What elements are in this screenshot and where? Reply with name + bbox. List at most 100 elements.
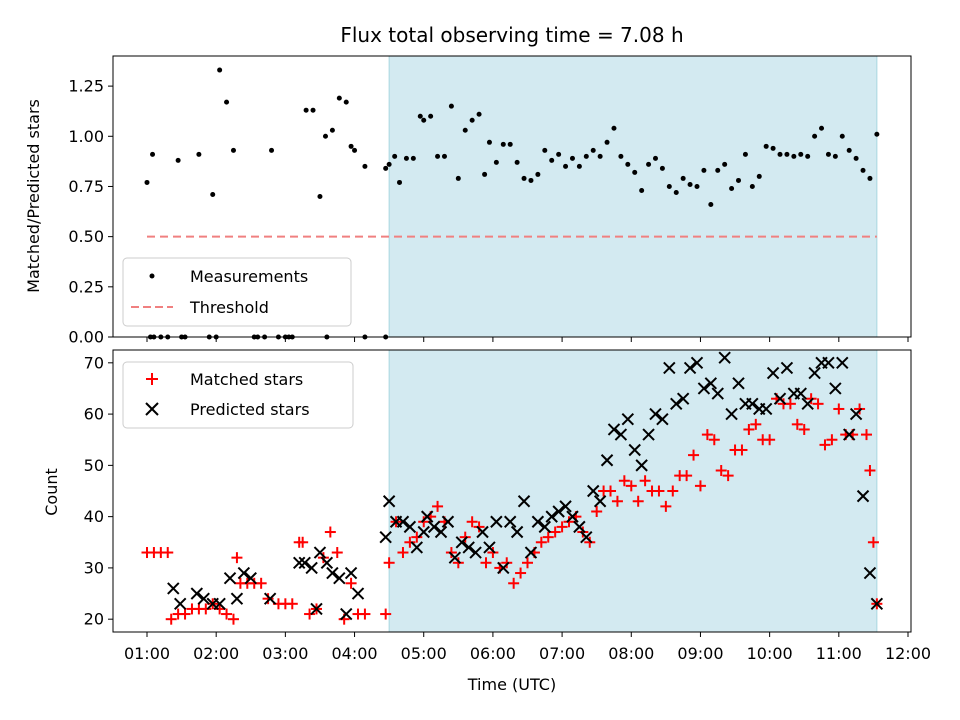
measurement-point: [569, 155, 575, 161]
matched-star-point: [452, 557, 464, 569]
matched-star-point: [833, 403, 845, 415]
measurement-point: [549, 157, 555, 163]
predicted-star-point: [635, 459, 648, 472]
measurement-point: [819, 125, 825, 131]
predicted-star-point: [538, 520, 552, 534]
predicted-star-point: [292, 556, 306, 569]
predicted-star-point: [410, 541, 424, 554]
matched-star-point: [867, 536, 879, 548]
predicted-star-point: [683, 361, 697, 375]
matched-star-point: [162, 547, 174, 559]
measurement-point: [417, 113, 423, 119]
measurement-point: [742, 151, 748, 157]
bottom-x-ticks: 01:00 02:00 03:00 04:00 05:00 06:00 07:00 08:00…: [124, 632, 931, 663]
predicted-star-point: [656, 413, 669, 426]
predicted-star-point: [190, 587, 204, 600]
predicted-star-point: [607, 423, 621, 436]
matched-star-point: [618, 475, 630, 487]
legend-predicted-stars: Predicted stars: [190, 400, 310, 419]
bottom-x-tick-label: 05:00: [401, 644, 447, 663]
measurement-point: [556, 151, 562, 157]
matched-star-point: [200, 603, 212, 615]
measurement-point: [410, 155, 416, 161]
matched-star-point: [383, 557, 395, 569]
top-y-tick-label: 1.00: [68, 127, 104, 146]
predicted-stars-series: [167, 351, 884, 621]
predicted-star-point: [870, 597, 884, 611]
matched-star-point: [404, 536, 416, 548]
matched-star-point: [791, 418, 803, 430]
measurement-point: [428, 113, 434, 119]
measurement-point: [604, 139, 610, 145]
measurement-point: [535, 171, 541, 177]
predicted-star-point: [396, 515, 410, 528]
predicted-star-point: [379, 530, 392, 544]
top-panel: 0.00 0.25 0.50 0.75 1.00 1.25 Matched/Predict…: [24, 55, 909, 347]
measurement-point: [798, 151, 804, 157]
predicted-star-point: [417, 525, 430, 539]
matched-star-point: [231, 552, 243, 564]
matched-star-point: [466, 516, 478, 528]
matched-star-point: [864, 464, 876, 476]
predicted-star-point: [298, 556, 311, 569]
predicted-star-point: [517, 495, 531, 508]
matched-star-point: [584, 536, 596, 548]
predicted-star-point: [476, 525, 489, 539]
predicted-star-point: [801, 397, 814, 411]
measurement-point: [618, 153, 624, 159]
predicted-star-point: [773, 392, 787, 405]
predicted-star-point: [711, 387, 724, 400]
bottom-y-tick-label: 40: [84, 507, 104, 526]
bottom-x-tick-label: 06:00: [470, 644, 516, 663]
matched-star-point: [297, 536, 309, 548]
top-legend-box: [122, 257, 352, 327]
measurement-point: [528, 177, 534, 183]
predicted-star-point: [333, 571, 346, 585]
measurements-series: [144, 67, 880, 340]
predicted-star-point: [704, 377, 718, 390]
measurement-point: [329, 127, 335, 133]
predicted-star-point: [531, 515, 545, 528]
measurement-point: [383, 165, 389, 171]
predicted-star-point: [732, 377, 745, 390]
predicted-star-point: [746, 397, 759, 411]
measurement-point: [514, 159, 520, 165]
predicted-star-point: [676, 392, 690, 405]
measurement-point: [441, 153, 447, 159]
bottom-x-tick-label: 09:00: [677, 644, 723, 663]
predicted-star-point: [759, 402, 773, 416]
predicted-star-point: [697, 382, 711, 395]
predicted-star-point: [497, 561, 510, 575]
measurement-point: [611, 125, 617, 131]
measurement-point: [777, 151, 783, 157]
matched-star-point: [432, 500, 444, 512]
predicted-star-point: [167, 582, 180, 595]
matched-star-point: [826, 434, 838, 446]
bottom-x-tick-label: 04:00: [331, 644, 377, 663]
measurement-point: [729, 185, 735, 191]
predicted-star-point: [483, 541, 496, 554]
predicted-star-point: [434, 525, 448, 539]
matched-star-point: [324, 526, 336, 538]
predicted-star-point: [842, 428, 856, 441]
measurement-point: [563, 163, 569, 169]
measurement-point: [680, 175, 686, 181]
matched-star-point: [556, 521, 568, 533]
matched-star-point: [860, 429, 872, 441]
predicted-star-point: [808, 366, 821, 380]
matched-star-point: [473, 521, 485, 533]
predicted-star-point: [649, 407, 662, 421]
legend-measurements: Measurements: [190, 267, 308, 286]
top-y-axis-label: Matched/Predicted stars: [24, 99, 43, 293]
matched-star-point: [701, 429, 713, 441]
matched-star-point: [359, 608, 371, 620]
measurement-point: [336, 95, 342, 101]
predicted-star-point: [628, 443, 641, 457]
matched-star-point: [660, 500, 672, 512]
predicted-star-point: [566, 510, 579, 523]
top-y-tick-label: 0.50: [68, 227, 104, 246]
predicted-star-point: [766, 366, 780, 380]
measurement-point: [791, 153, 797, 159]
matched-star-point: [418, 516, 430, 528]
predicted-star-point: [621, 413, 635, 426]
